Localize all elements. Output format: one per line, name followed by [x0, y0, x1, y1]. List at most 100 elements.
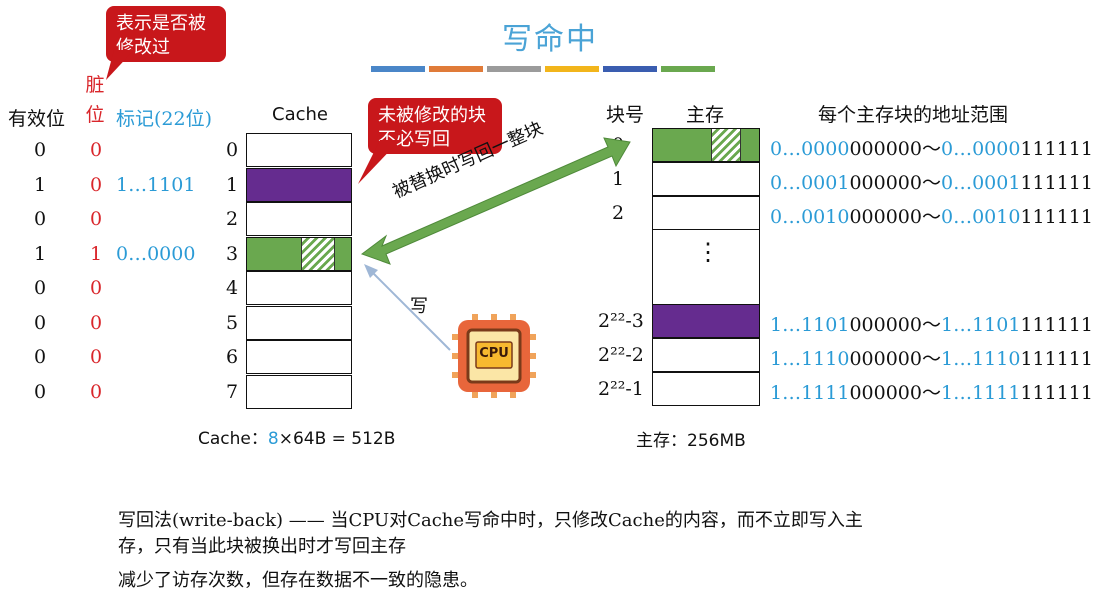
cache-line	[246, 271, 352, 305]
memory-address-range: 0…0010000000～0…0010111111	[770, 202, 1093, 229]
dirty-bit-header: 脏位	[85, 74, 105, 126]
valid-bit-value: 0	[33, 277, 47, 299]
bottom-line-3: 减少了访存次数，但存在数据不一致的隐患。	[118, 570, 478, 591]
dirty-bit-value: 0	[89, 277, 103, 299]
address-end-high: 0…0000	[940, 138, 1021, 160]
memory-address-range: 0…0000000000～0…0000111111	[770, 134, 1093, 161]
cache-line-index: 0	[225, 139, 239, 161]
address-end-high: 1…1110	[940, 348, 1021, 370]
cache-line	[246, 305, 352, 340]
cache-caption-prefix: Cache：	[198, 429, 268, 449]
cache-line	[246, 340, 352, 374]
address-start-low: 000000～	[849, 206, 941, 228]
title-color-bar	[371, 66, 425, 72]
address-range-header: 每个主存块的地址范围	[818, 104, 1009, 126]
main-memory-header: 主存	[686, 104, 725, 126]
dirty-bit-value: 0	[89, 346, 103, 368]
cache-line	[246, 374, 352, 409]
address-start-low: 000000～	[849, 382, 941, 404]
cache-line-index: 6	[225, 346, 239, 368]
memory-address-range: 0…0001000000～0…0001111111	[770, 168, 1093, 195]
valid-bit-value: 1	[33, 173, 47, 196]
valid-bit-header: 有效位	[8, 108, 66, 130]
address-start-high: 1…1101	[770, 314, 850, 336]
modified-word-hatch	[301, 237, 335, 270]
memory-block	[652, 162, 760, 196]
callout-tail-2	[358, 140, 400, 184]
page-title: 写命中	[502, 22, 598, 57]
cache-line-index: 3	[225, 242, 239, 265]
address-start-low: 000000～	[849, 138, 941, 160]
cache-line	[246, 202, 352, 236]
dirty-bit-value: 0	[89, 311, 103, 334]
memory-address-range: 1…1111000000～1…1111111111	[770, 378, 1093, 405]
cache-line-index: 7	[225, 380, 239, 403]
title-color-bar	[603, 66, 657, 72]
block-number-header: 块号	[606, 104, 645, 126]
cache-line	[246, 167, 352, 202]
memory-block	[652, 196, 760, 230]
memory-gap-section	[652, 196, 760, 306]
address-start-high: 1…1110	[770, 348, 850, 370]
modified-word-hatch	[711, 129, 741, 161]
title-color-bar	[487, 66, 541, 72]
tag-value: 0…0000	[116, 242, 196, 265]
memory-block	[652, 372, 760, 406]
dirty-bit-value: 0	[89, 173, 103, 196]
valid-bit-value: 0	[33, 139, 47, 161]
tag-value: 1…1101	[116, 173, 196, 196]
address-end-low: 111111	[1020, 348, 1093, 370]
write-arrow	[364, 264, 451, 351]
writeback-double-arrow	[360, 137, 631, 265]
cache-caption-count: 8	[267, 429, 279, 449]
address-end-low: 111111	[1020, 206, 1093, 228]
no-writeback-callout-text: 未被修改的块不必写回	[378, 105, 486, 150]
valid-bit-value: 0	[33, 380, 47, 403]
memory-block-number: 2	[612, 202, 625, 224]
dirty-bit-value: 1	[89, 242, 103, 265]
memory-address-range: 1…1110000000～1…1110111111	[770, 344, 1093, 371]
address-end-low: 111111	[1020, 382, 1093, 404]
cache-caption: Cache：8×64B = 512B	[198, 424, 395, 449]
address-start-high: 1…1111	[770, 382, 850, 404]
address-end-low: 111111	[1020, 172, 1093, 194]
address-start-low: 000000～	[849, 314, 941, 336]
valid-bit-value: 0	[33, 346, 47, 368]
address-end-low: 111111	[1020, 314, 1093, 336]
title-color-bar	[661, 66, 715, 72]
title-color-bar	[429, 66, 483, 72]
callout-tail	[106, 50, 134, 80]
memory-caption: 主存：256MB	[636, 431, 746, 451]
cache-line	[246, 133, 352, 167]
memory-block-number: 1	[612, 168, 625, 190]
memory-block-number: 2²²-2	[598, 344, 644, 366]
valid-bit-value: 0	[33, 208, 47, 230]
address-end-high: 1…1111	[940, 382, 1021, 404]
cache-line	[246, 236, 352, 271]
cache-header: Cache	[272, 104, 328, 125]
valid-bit-value: 1	[33, 242, 47, 265]
cache-caption-suffix: ×64B = 512B	[278, 429, 396, 449]
cache-line-index: 1	[225, 173, 239, 196]
memory-ellipsis: ⋮	[696, 238, 720, 266]
cpu-label: CPU	[479, 346, 509, 361]
bottom-line-1: 写回法(write-back) —— 当CPU对Cache写命中时，只修改Cac…	[118, 510, 863, 531]
dirty-bit-value: 0	[89, 139, 103, 161]
address-start-high: 0…0001	[770, 172, 850, 194]
memory-block	[652, 304, 760, 338]
bottom-line-2: 存，只有当此块被换出时才写回主存	[118, 536, 406, 557]
memory-block-number: 2²²-3	[598, 310, 644, 332]
memory-block	[652, 128, 760, 162]
address-end-high: 0…0001	[940, 172, 1021, 194]
address-start-high: 0…0000	[770, 138, 850, 160]
cache-line-index: 2	[225, 208, 239, 230]
cpu-chip-icon: CPU	[452, 314, 536, 398]
memory-block-number: 2²²-1	[598, 378, 644, 400]
address-start-low: 000000～	[849, 348, 941, 370]
valid-bit-value: 0	[33, 311, 47, 334]
cache-line-index: 5	[225, 311, 239, 334]
address-start-low: 000000～	[849, 172, 941, 194]
write-label: 写	[410, 296, 428, 317]
memory-block	[652, 338, 760, 372]
